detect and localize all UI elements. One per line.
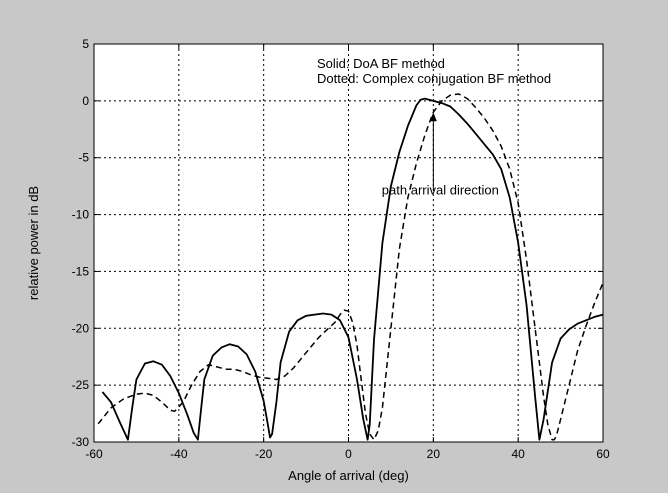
x-tick-labels: -60 -40 -20 0 20 40 60 [85, 447, 610, 461]
legend-solid-label: Solid: DoA BF method [317, 56, 445, 71]
x-tick-label: -60 [85, 447, 103, 461]
y-tick-label: -15 [72, 264, 90, 278]
y-tick-label: -25 [72, 378, 90, 392]
ticks [93, 43, 604, 443]
y-tick-label: 0 [82, 94, 89, 108]
y-tick-label: -20 [72, 321, 90, 335]
grid [94, 44, 603, 442]
series-layer [97, 93, 604, 441]
x-axis-label: Angle of arrival (deg) [288, 468, 409, 483]
x-tick-label: 40 [511, 447, 525, 461]
y-tick-label: 5 [82, 37, 89, 51]
x-tick-label: 20 [427, 447, 441, 461]
x-tick-label: -20 [255, 447, 273, 461]
series-line-doa-bf [101, 97, 604, 441]
y-tick-labels: 5 0 -5 -10 -15 -20 -25 -30 [72, 37, 90, 449]
x-tick-label: 0 [345, 447, 352, 461]
x-tick-label: -40 [170, 447, 188, 461]
arrival-direction-label: path arrival direction [382, 183, 499, 198]
series-line-complex-conjugation-bf [97, 93, 604, 441]
arrival-arrow-head [429, 112, 437, 122]
plot-area [94, 44, 603, 442]
legend-dotted-label: Dotted: Complex conjugation BF method [317, 71, 551, 86]
y-tick-label: -10 [72, 208, 90, 222]
y-tick-label: -30 [72, 435, 90, 449]
x-tick-label: 60 [596, 447, 610, 461]
y-tick-label: -5 [78, 151, 89, 165]
y-axis-label: relative power in dB [26, 186, 41, 300]
